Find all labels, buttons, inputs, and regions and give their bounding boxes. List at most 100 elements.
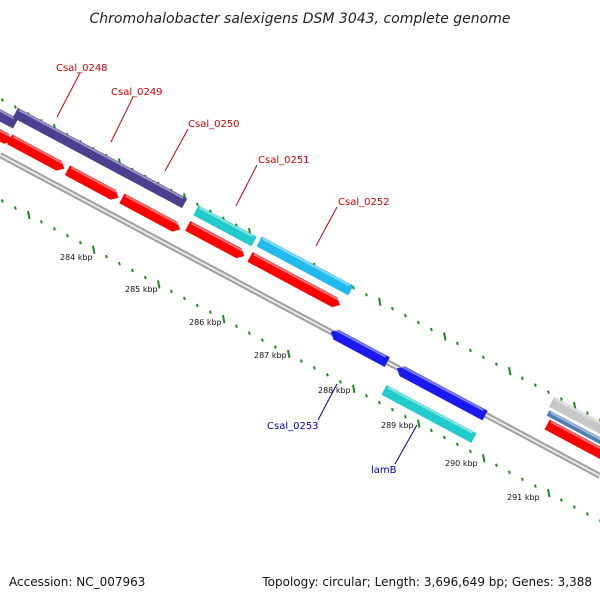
gene-csal-0253-lamb[interactable] [381,385,477,443]
gene-blue-large[interactable] [394,364,488,421]
inner-ruler-minor-tick [313,366,316,370]
gene-csal-0251-sheen [199,206,253,238]
callout-line-csal-0251 [235,164,258,207]
callout-line-lamb [394,424,418,465]
gene-label-csal-0251[interactable]: Csal_0251 [258,155,310,166]
inner-ruler-minor-tick [170,289,173,294]
inner-ruler-major-tick [417,419,421,428]
gene-red-partial-left[interactable] [0,127,14,146]
inner-ruler-minor-tick [79,240,82,245]
gene-csal-0252-sheen [262,238,350,286]
inner-ruler-minor-tick [508,470,511,475]
gene-csal-0248-sheen [18,109,184,199]
gene-csal-0248[interactable] [12,107,188,209]
gene-steel-right-sheen [550,411,600,443]
inner-ruler-minor-tick [248,331,251,335]
inner-ruler-minor-tick [339,380,342,384]
backbone-highlight [0,154,600,477]
callout-line-csal-0249 [110,96,134,143]
gene-red-5[interactable] [247,252,342,310]
outer-ruler-minor-tick [534,383,537,387]
outer-ruler-minor-tick [14,105,17,109]
outer-ruler-minor-tick [482,355,485,360]
outer-ruler-minor-tick [547,390,550,394]
outer-ruler-major-tick [443,332,447,341]
gene-red-2-shape [64,165,119,200]
inner-ruler-minor-tick [404,414,407,419]
gene-blue-small[interactable] [328,327,390,367]
inner-ruler-minor-tick [469,449,472,454]
kbp-label-286: 286 kbp [189,318,222,327]
inner-ruler-minor-tick [144,275,147,280]
gene-red-4[interactable] [185,221,247,261]
inner-ruler-minor-tick [235,324,238,328]
gene-red-1[interactable] [7,134,67,174]
outer-ruler-minor-tick [417,320,420,325]
gene-red-2[interactable] [64,165,121,202]
inner-ruler-minor-tick [560,498,563,502]
inner-ruler-major-tick [92,245,96,254]
callout-line-csal-0248 [56,72,81,118]
callout-line-csal-0250 [164,128,189,172]
gene-red-right-shape [544,419,600,460]
gene-steel-right-shape [546,410,600,448]
map-title: Chromohalobacter salexigens DSM 3043, co… [90,11,511,27]
inner-ruler-major-tick [482,454,486,463]
gene-red-1-sheen [12,135,64,165]
gene-csal-0251[interactable] [193,205,257,247]
inner-ruler-minor-tick [196,303,199,308]
accession-text: Accession: NC_007963 [9,575,145,589]
gene-label-csal-0252[interactable]: Csal_0252 [338,197,390,208]
gene-csal-0248-shape [12,107,188,209]
gene-csal-0252[interactable] [256,236,354,296]
inner-ruler-minor-tick [430,428,433,433]
genome-backbone [0,152,600,479]
inner-ruler-minor-tick [183,296,186,301]
topology-text: Topology: circular; Length: 3,696,649 bp… [261,575,592,589]
inner-ruler-minor-tick [391,407,394,412]
inner-ruler-major-tick [287,349,291,359]
outer-ruler-minor-tick [469,348,472,353]
inner-ruler-minor-tick [378,400,381,405]
gene-csal-0247-partial-shape [0,107,19,129]
inner-ruler-major-tick [547,488,551,498]
outer-ruler-major-tick [508,367,512,376]
inner-ruler-minor-tick [586,512,589,516]
kbp-label-287: 287 kbp [254,351,287,360]
inner-ruler-minor-tick [300,359,303,363]
inner-ruler-major-tick [27,210,31,220]
gene-red-3[interactable] [119,193,182,235]
gene-blue-small-shape [330,329,390,367]
inner-ruler-major-tick [157,280,161,289]
gene-csal-0247-partial[interactable] [0,107,19,129]
gene-label-lamb[interactable]: lamB [371,465,397,476]
inner-ruler-minor-tick [53,227,56,231]
gene-label-csal-0250[interactable]: Csal_0250 [188,119,240,130]
kbp-label-284: 284 kbp [60,253,93,262]
kbp-labels: 284 kbp 285 kbp 286 kbp 287 kbp 288 kbp … [60,253,540,502]
inner-ruler-minor-tick [495,463,498,468]
inner-ruler-minor-tick [1,199,4,203]
inner-ruler-minor-tick [573,505,576,509]
gene-red-right-sheen [550,421,600,453]
gene-red-right[interactable] [544,419,600,463]
gene-label-csal-0249[interactable]: Csal_0249 [111,87,163,98]
kbp-label-285: 285 kbp [125,285,158,294]
gene-red-partial-left-sheen [0,128,11,138]
gene-steel-right[interactable] [546,410,600,448]
outer-ruler-minor-tick [352,286,355,290]
inner-ruler-minor-tick [118,261,121,266]
gene-red-2-sheen [70,166,118,194]
outer-ruler-major-tick [378,297,382,306]
gene-labels: Csal_0248 Csal_0249 Csal_0250 Csal_0251 … [56,63,397,476]
gene-label-csal-0253[interactable]: Csal_0253 [267,421,319,432]
gene-csal-0253-lamb-shape [381,385,477,443]
gene-label-csal-0248[interactable]: Csal_0248 [56,63,108,74]
callout-lines [56,72,418,465]
inner-ruler-minor-tick [365,393,368,398]
outer-ruler-minor-tick [456,341,459,346]
gene-grey-right[interactable] [548,396,600,436]
gene-csal-0253-lamb-sheen [387,386,473,434]
inner-ruler-minor-tick [14,206,17,210]
